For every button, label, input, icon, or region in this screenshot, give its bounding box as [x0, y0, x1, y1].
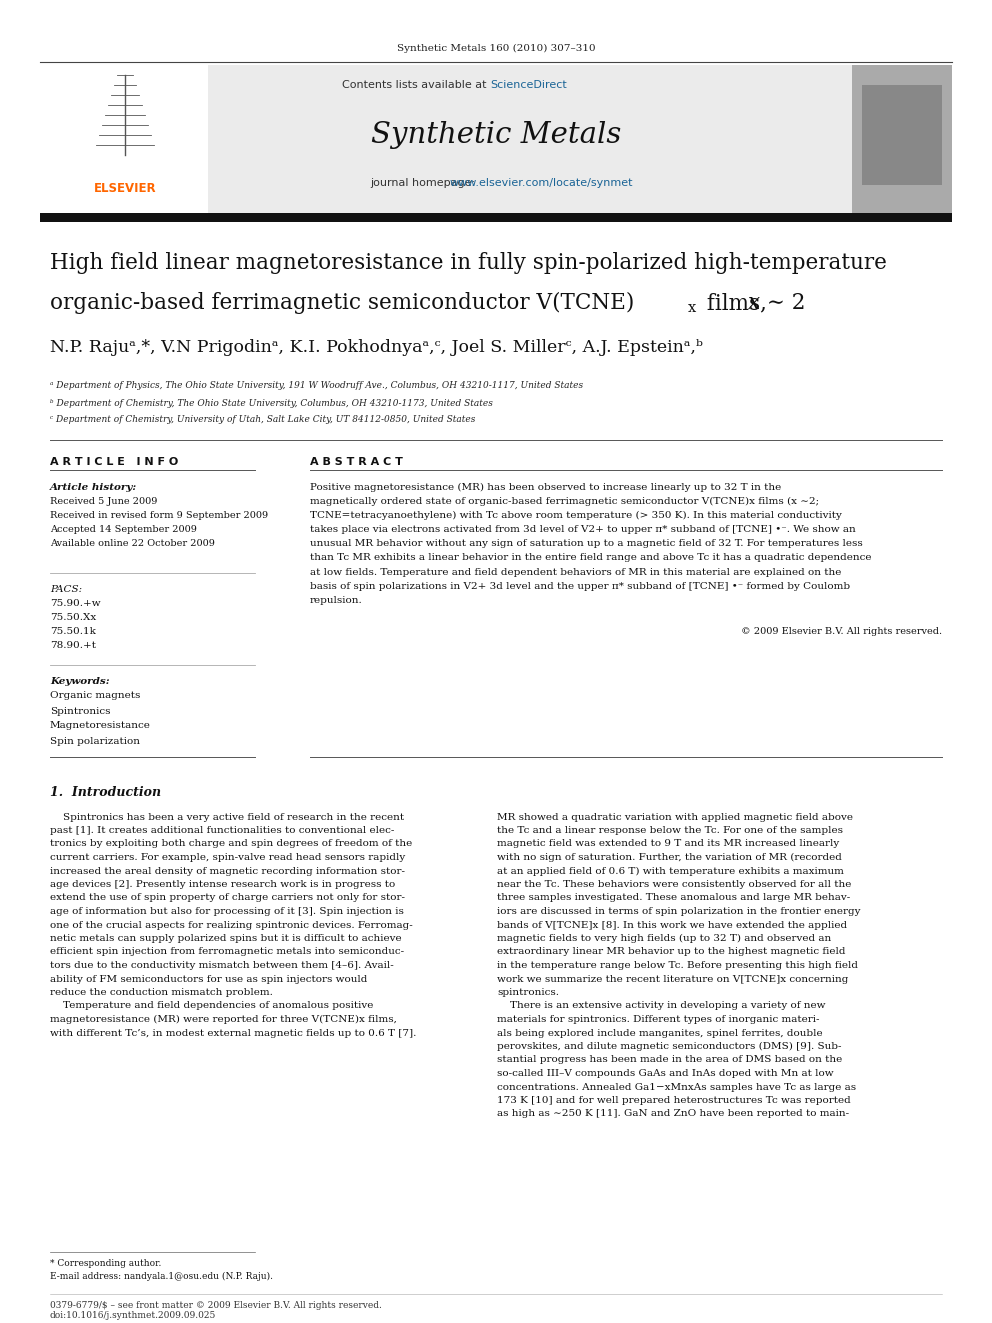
Text: x: x [688, 302, 696, 315]
Text: near the Tc. These behaviors were consistently observed for all the: near the Tc. These behaviors were consis… [497, 880, 851, 889]
Text: ability of FM semiconductors for use as spin injectors would: ability of FM semiconductors for use as … [50, 975, 367, 983]
Text: films,: films, [700, 292, 774, 314]
Bar [40, 65, 952, 216]
Text: organic-based ferrimagnetic semiconductor V(TCNE): organic-based ferrimagnetic semiconducto… [50, 292, 634, 314]
Text: one of the crucial aspects for realizing spintronic devices. Ferromag-: one of the crucial aspects for realizing… [50, 921, 413, 930]
Text: PACS:: PACS: [50, 585, 82, 594]
Text: 75.50.Xx: 75.50.Xx [50, 614, 96, 623]
Text: at low fields. Temperature and field dependent behaviors of MR in this material : at low fields. Temperature and field dep… [310, 568, 841, 577]
Text: 78.90.+t: 78.90.+t [50, 642, 96, 651]
Text: current carriers. For example, spin-valve read head sensors rapidly: current carriers. For example, spin-valv… [50, 853, 406, 863]
Text: Spintronics has been a very active field of research in the recent: Spintronics has been a very active field… [50, 812, 404, 822]
Text: bands of V[TCNE]x [8]. In this work we have extended the applied: bands of V[TCNE]x [8]. In this work we h… [497, 921, 847, 930]
Text: doi:10.1016/j.synthmet.2009.09.025: doi:10.1016/j.synthmet.2009.09.025 [50, 1311, 216, 1320]
Text: magnetoresistance (MR) were reported for three V(TCNE)x films,: magnetoresistance (MR) were reported for… [50, 1015, 397, 1024]
Text: magnetically ordered state of organic-based ferrimagnetic semiconductor V(TCNE)x: magnetically ordered state of organic-ba… [310, 496, 819, 505]
Text: stantial progress has been made in the area of DMS based on the: stantial progress has been made in the a… [497, 1056, 842, 1065]
Text: ∼ 2: ∼ 2 [760, 292, 806, 314]
Text: past [1]. It creates additional functionalities to conventional elec-: past [1]. It creates additional function… [50, 826, 395, 835]
Text: Temperature and field dependencies of anomalous positive: Temperature and field dependencies of an… [50, 1002, 373, 1011]
Text: the Tc and a linear response below the Tc. For one of the samples: the Tc and a linear response below the T… [497, 826, 843, 835]
Text: with no sign of saturation. Further, the variation of MR (recorded: with no sign of saturation. Further, the… [497, 853, 842, 863]
Text: perovskites, and dilute magnetic semiconductors (DMS) [9]. Sub-: perovskites, and dilute magnetic semicon… [497, 1043, 841, 1050]
Text: High field linear magnetoresistance in fully spin-polarized high-temperature: High field linear magnetoresistance in f… [50, 251, 887, 274]
Text: Contents lists available at: Contents lists available at [342, 79, 490, 90]
Text: extend the use of spin property of charge carriers not only for stor-: extend the use of spin property of charg… [50, 893, 405, 902]
Text: 75.90.+w: 75.90.+w [50, 599, 100, 609]
Text: Organic magnets: Organic magnets [50, 692, 141, 700]
Text: A B S T R A C T: A B S T R A C T [310, 456, 403, 467]
Text: magnetic field was extended to 9 T and its MR increased linearly: magnetic field was extended to 9 T and i… [497, 840, 839, 848]
Text: A R T I C L E   I N F O: A R T I C L E I N F O [50, 456, 179, 467]
Text: Received in revised form 9 September 2009: Received in revised form 9 September 200… [50, 512, 268, 520]
Text: age of information but also for processing of it [3]. Spin injection is: age of information but also for processi… [50, 908, 404, 916]
Text: three samples investigated. These anomalous and large MR behav-: three samples investigated. These anomal… [497, 893, 850, 902]
Text: 75.50.1k: 75.50.1k [50, 627, 96, 636]
Text: efficient spin injection from ferromagnetic metals into semiconduc-: efficient spin injection from ferromagne… [50, 947, 404, 957]
Text: Synthetic Metals: Synthetic Metals [371, 120, 621, 149]
Bar [852, 65, 952, 216]
Text: www.elsevier.com/locate/synmet: www.elsevier.com/locate/synmet [450, 179, 634, 188]
Text: at an applied field of 0.6 T) with temperature exhibits a maximum: at an applied field of 0.6 T) with tempe… [497, 867, 844, 876]
Text: MR showed a quadratic variation with applied magnetic field above: MR showed a quadratic variation with app… [497, 812, 853, 822]
Text: magnetic fields to very high fields (up to 32 T) and observed an: magnetic fields to very high fields (up … [497, 934, 831, 943]
Bar [40, 65, 208, 216]
Text: as high as ∼250 K [11]. GaN and ZnO have been reported to main-: as high as ∼250 K [11]. GaN and ZnO have… [497, 1110, 849, 1118]
Text: iors are discussed in terms of spin polarization in the frontier energy: iors are discussed in terms of spin pola… [497, 908, 860, 916]
Bar [862, 85, 942, 185]
Text: concentrations. Annealed Ga1−xMnxAs samples have Tc as large as: concentrations. Annealed Ga1−xMnxAs samp… [497, 1082, 856, 1091]
Text: Keywords:: Keywords: [50, 676, 110, 685]
Text: takes place via electrons activated from 3d level of V2+ to upper π* subband of : takes place via electrons activated from… [310, 525, 856, 534]
Text: Positive magnetoresistance (MR) has been observed to increase linearly up to 32 : Positive magnetoresistance (MR) has been… [310, 483, 782, 492]
Text: TCNE=tetracyanoethylene) with Tc above room temperature (> 350 K). In this mater: TCNE=tetracyanoethylene) with Tc above r… [310, 511, 842, 520]
Text: 173 K [10] and for well prepared heterostructures Tc was reported: 173 K [10] and for well prepared heteros… [497, 1095, 851, 1105]
Text: E-mail address: nandyala.1@osu.edu (N.P. Raju).: E-mail address: nandyala.1@osu.edu (N.P.… [50, 1271, 273, 1281]
Text: than Tc MR exhibits a linear behavior in the entire field range and above Tc it : than Tc MR exhibits a linear behavior in… [310, 553, 872, 562]
Text: Article history:: Article history: [50, 483, 137, 492]
Text: tronics by exploiting both charge and spin degrees of freedom of the: tronics by exploiting both charge and sp… [50, 840, 413, 848]
Text: with different Tc’s, in modest external magnetic fields up to 0.6 T [7].: with different Tc’s, in modest external … [50, 1028, 417, 1037]
Text: netic metals can supply polarized spins but it is difficult to achieve: netic metals can supply polarized spins … [50, 934, 402, 943]
Text: reduce the conduction mismatch problem.: reduce the conduction mismatch problem. [50, 988, 273, 998]
Text: als being explored include manganites, spinel ferrites, double: als being explored include manganites, s… [497, 1028, 822, 1037]
Text: ScienceDirect: ScienceDirect [490, 79, 566, 90]
Text: ELSEVIER: ELSEVIER [93, 181, 157, 194]
Text: Synthetic Metals 160 (2010) 307–310: Synthetic Metals 160 (2010) 307–310 [397, 44, 595, 53]
Text: Available online 22 October 2009: Available online 22 October 2009 [50, 540, 215, 549]
Text: N.P. Rajuᵃ,*, V.N Prigodinᵃ, K.I. Pokhodnyaᵃ,ᶜ, Joel S. Millerᶜ, A.J. Epsteinᵃ,ᵇ: N.P. Rajuᵃ,*, V.N Prigodinᵃ, K.I. Pokhod… [50, 340, 703, 356]
Text: © 2009 Elsevier B.V. All rights reserved.: © 2009 Elsevier B.V. All rights reserved… [741, 627, 942, 636]
Text: work we summarize the recent literature on V[TCNE]x concerning: work we summarize the recent literature … [497, 975, 848, 983]
Text: Accepted 14 September 2009: Accepted 14 September 2009 [50, 525, 196, 534]
Text: materials for spintronics. Different types of inorganic materi-: materials for spintronics. Different typ… [497, 1015, 819, 1024]
Text: 1.  Introduction: 1. Introduction [50, 786, 161, 799]
Text: increased the areal density of magnetic recording information stor-: increased the areal density of magnetic … [50, 867, 405, 876]
Text: ᵇ Department of Chemistry, The Ohio State University, Columbus, OH 43210-1173, U: ᵇ Department of Chemistry, The Ohio Stat… [50, 398, 493, 407]
Text: 0379-6779/$ – see front matter © 2009 Elsevier B.V. All rights reserved.: 0379-6779/$ – see front matter © 2009 El… [50, 1301, 382, 1310]
Text: basis of spin polarizations in V2+ 3d level and the upper π* subband of [TCNE] •: basis of spin polarizations in V2+ 3d le… [310, 582, 850, 591]
Bar [40, 213, 952, 222]
Text: extraordinary linear MR behavior up to the highest magnetic field: extraordinary linear MR behavior up to t… [497, 947, 845, 957]
Text: unusual MR behavior without any sign of saturation up to a magnetic field of 32 : unusual MR behavior without any sign of … [310, 540, 863, 548]
Text: Magnetoresistance: Magnetoresistance [50, 721, 151, 730]
Text: ᵃ Department of Physics, The Ohio State University, 191 W Woodruff Ave., Columbu: ᵃ Department of Physics, The Ohio State … [50, 381, 583, 390]
Text: age devices [2]. Presently intense research work is in progress to: age devices [2]. Presently intense resea… [50, 880, 395, 889]
Text: so-called III–V compounds GaAs and InAs doped with Mn at low: so-called III–V compounds GaAs and InAs … [497, 1069, 833, 1078]
Text: repulsion.: repulsion. [310, 597, 363, 605]
Text: spintronics.: spintronics. [497, 988, 559, 998]
Text: ᶜ Department of Chemistry, University of Utah, Salt Lake City, UT 84112-0850, Un: ᶜ Department of Chemistry, University of… [50, 415, 475, 425]
Text: in the temperature range below Tc. Before presenting this high field: in the temperature range below Tc. Befor… [497, 960, 858, 970]
Text: journal homepage:: journal homepage: [370, 179, 478, 188]
Text: x: x [748, 292, 760, 314]
Text: There is an extensive activity in developing a variety of new: There is an extensive activity in develo… [497, 1002, 825, 1011]
Text: * Corresponding author.: * Corresponding author. [50, 1258, 162, 1267]
Text: Received 5 June 2009: Received 5 June 2009 [50, 497, 158, 507]
Text: Spin polarization: Spin polarization [50, 737, 140, 745]
Text: tors due to the conductivity mismatch between them [4–6]. Avail-: tors due to the conductivity mismatch be… [50, 960, 394, 970]
Text: Spintronics: Spintronics [50, 706, 110, 716]
